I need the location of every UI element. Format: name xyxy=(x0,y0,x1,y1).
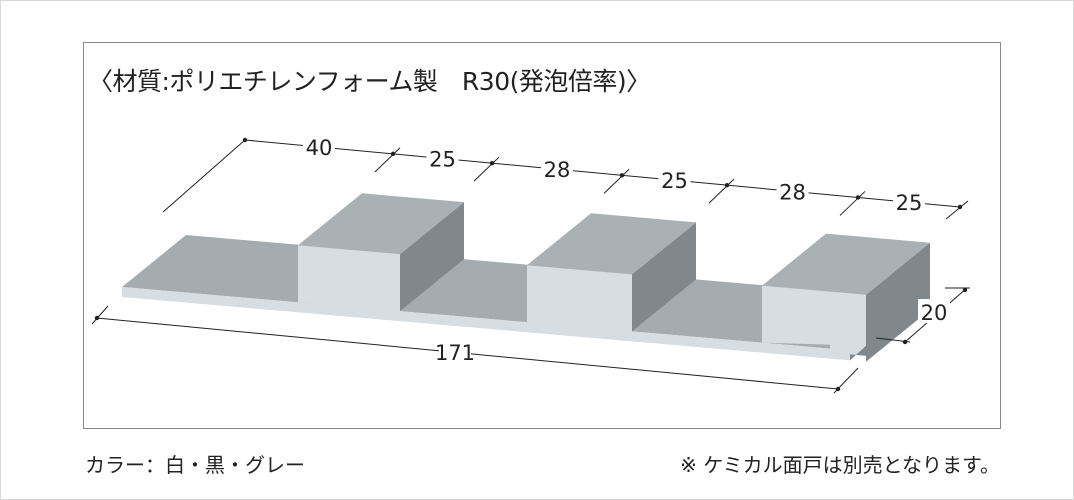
dimension-label-bg xyxy=(303,133,335,158)
dimension-label-bg xyxy=(918,299,950,323)
dimension-label-5: 25 xyxy=(896,191,923,215)
tick-line xyxy=(91,305,109,325)
rib-side-face xyxy=(866,242,930,362)
dimension-label-bg xyxy=(541,156,573,181)
tick-line xyxy=(708,178,735,204)
notch-front xyxy=(830,342,866,361)
tick-line xyxy=(374,147,401,173)
rib-front-face xyxy=(298,245,400,312)
diagram-frame xyxy=(83,42,1001,429)
dimension-tick-dot xyxy=(242,137,248,143)
length-label: 171 xyxy=(435,341,475,365)
tick-line xyxy=(875,337,911,343)
dimension-label-3: 25 xyxy=(661,169,688,193)
dimension-label-bg xyxy=(426,145,459,170)
top-dimension-line xyxy=(244,139,961,208)
sold-separately-note: ※ ケミカル面戸は別売となります。 xyxy=(680,453,1000,477)
rib-top-face xyxy=(298,193,464,255)
tick-line xyxy=(603,168,630,194)
dimension-label-4: 28 xyxy=(779,180,806,204)
tick-line xyxy=(839,191,866,216)
dimension-label-bg xyxy=(893,189,925,214)
color-options-note: カラー：白・黒・グレー xyxy=(85,453,305,477)
tick-line xyxy=(473,156,500,182)
dimension-label-0: 40 xyxy=(306,136,333,160)
dimension-label-bg xyxy=(439,339,471,363)
rib-front-face xyxy=(762,285,866,346)
dimension-tick-dot xyxy=(962,287,968,293)
dimension-label-1: 25 xyxy=(429,148,456,172)
rib-side-face xyxy=(632,222,696,332)
extension-line xyxy=(162,139,246,213)
rib-front-face xyxy=(527,265,632,332)
dimension-label-2: 28 xyxy=(544,158,571,182)
material-title: 〈材質:ポリエチレンフォーム製 R30(発泡倍率)〉 xyxy=(88,67,651,96)
tick-line xyxy=(945,200,969,220)
rib-top-face xyxy=(527,213,696,275)
flange-front-face xyxy=(122,287,830,359)
height-label: 20 xyxy=(921,301,948,325)
dimension-label-bg xyxy=(658,167,691,192)
dimension-label-bg xyxy=(776,178,809,203)
notch-side xyxy=(850,345,866,361)
rib-top-face xyxy=(762,233,930,295)
rib-side-face xyxy=(400,202,464,312)
tick-line xyxy=(833,367,859,394)
